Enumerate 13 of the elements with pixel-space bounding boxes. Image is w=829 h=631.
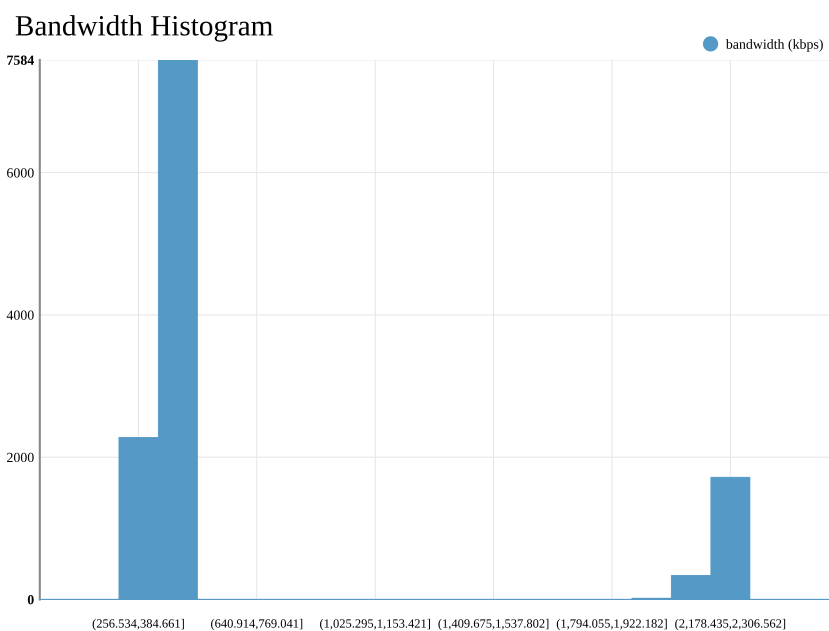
x-tick-label: (256.534,384.661] bbox=[92, 618, 184, 630]
y-tick-label: 7584 bbox=[7, 56, 34, 65]
x-tick-label: (1,025.295,1,153.421] bbox=[320, 618, 430, 630]
x-tick-label: (640.914,769.041] bbox=[211, 618, 302, 630]
y-tick-label: 2000 bbox=[7, 452, 34, 462]
x-tick-label: (1,409.675,1,537.802] bbox=[438, 618, 548, 630]
legend-label: bandwidth (kbps) bbox=[726, 39, 823, 52]
x-tick-label: (1,794.055,1,922.182] bbox=[556, 618, 667, 630]
y-tick-label: 4000 bbox=[6, 310, 34, 320]
chart-title: Bandwidth Histogram bbox=[16, 15, 273, 42]
y-tick-label: 6000 bbox=[7, 168, 34, 178]
x-tick-label: (2,178.435,2,306.562] bbox=[675, 618, 786, 630]
y-tick-label: 0 bbox=[28, 595, 34, 604]
